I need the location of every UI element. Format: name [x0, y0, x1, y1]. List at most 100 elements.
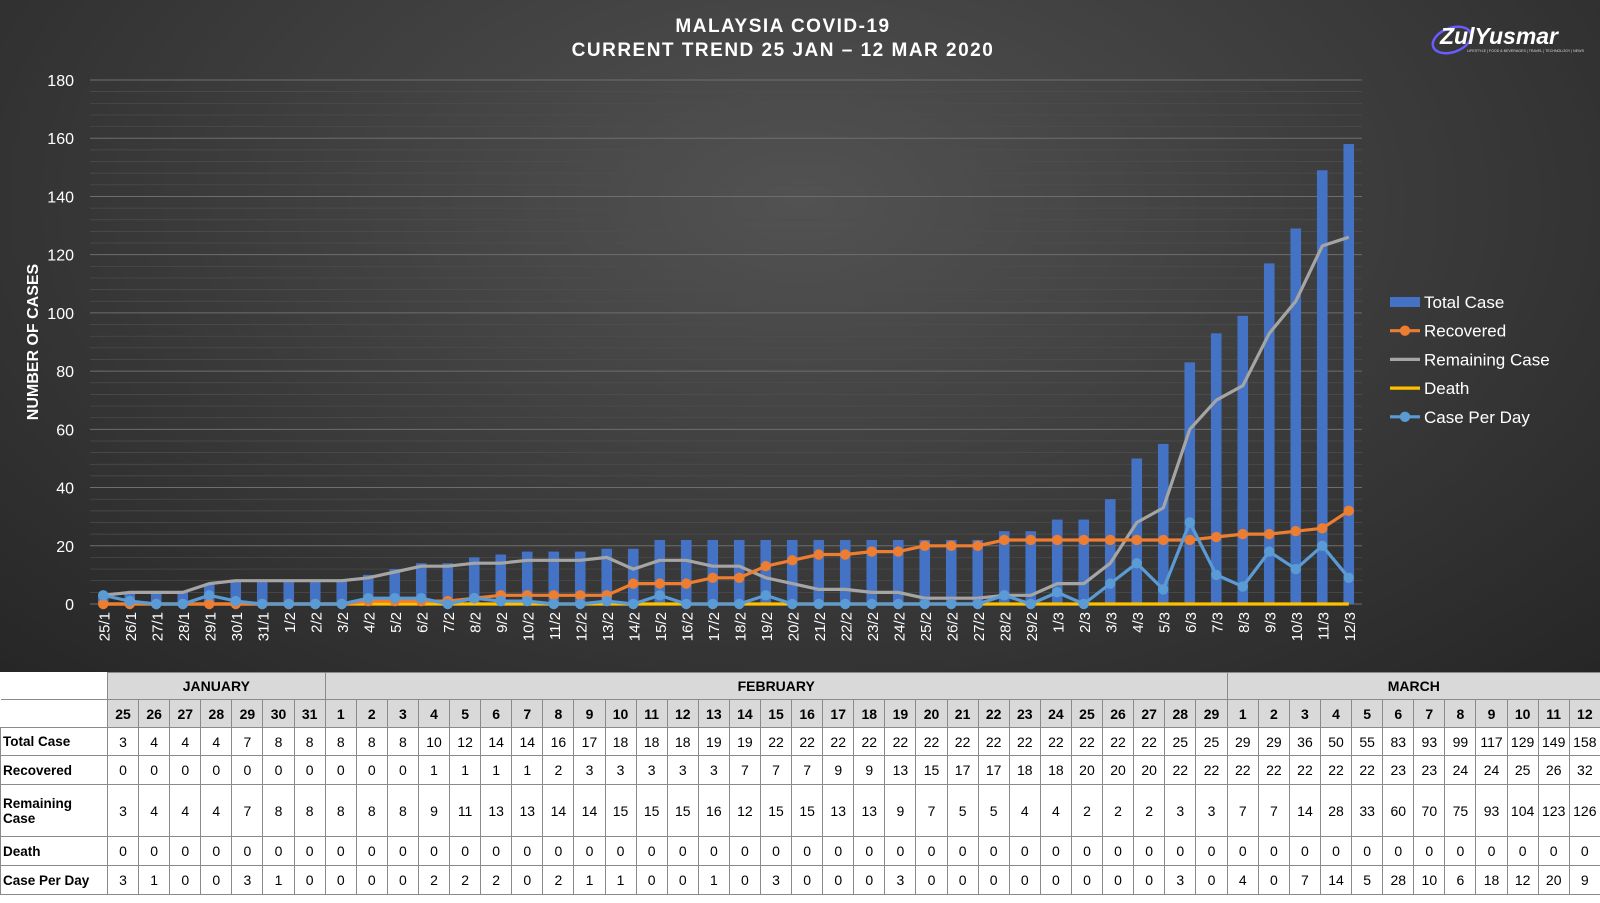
table-cell: 0: [822, 836, 855, 866]
data-point: [734, 572, 745, 583]
table-cell: 2: [542, 865, 575, 895]
x-tick-label: 2/2: [308, 612, 325, 633]
day-header: 30: [262, 699, 295, 728]
table-cell: 0: [635, 865, 668, 895]
table-cell: 3: [635, 755, 668, 785]
x-tick-label: 23/2: [865, 612, 882, 641]
table-cell: 2: [417, 865, 451, 895]
table-cell: 0: [728, 836, 761, 866]
table-cell: 0: [169, 836, 202, 866]
table-cell: 5: [1351, 865, 1384, 895]
data-point: [1025, 534, 1036, 546]
table-cell: 1: [511, 755, 544, 785]
table-cell: 19: [697, 727, 730, 756]
data-point: [760, 590, 771, 601]
table-cell: 0: [200, 865, 233, 895]
data-point: [1078, 598, 1089, 610]
x-tick-label: 29/2: [1024, 612, 1041, 641]
table-cell: 0: [853, 865, 886, 895]
table-cell: 25: [1506, 755, 1539, 785]
table-cell: 4: [1008, 784, 1041, 837]
table-cell: 3: [106, 865, 140, 895]
logo-text: ZulYusmar: [1439, 23, 1559, 49]
table-cell: 29: [1226, 727, 1259, 756]
data-point: [707, 572, 718, 583]
table-cell: 4: [200, 727, 233, 756]
table-row: Death 0 0 0 0 0 0 0 0 0 0 0 0 0 0 0 0 0 0 0 0 0 0 0 0 0 0 0 0 0 0 0 0 0 0 0…: [0, 836, 1600, 866]
x-tick-label: 11/3: [1315, 612, 1332, 640]
day-header: 1: [324, 699, 357, 728]
table-cell: 0: [262, 836, 295, 866]
day-header: 12: [1568, 699, 1600, 728]
table-cell: 1: [449, 755, 482, 785]
legend-label: Case Per Day: [1424, 408, 1530, 427]
data-point: [151, 598, 162, 610]
day-header: 3: [386, 699, 419, 728]
data-point: [204, 598, 215, 610]
chart-title-line2: CURRENT TREND 25 JAN – 12 MAR 2020: [572, 40, 995, 61]
table-cell: 0: [1102, 865, 1135, 895]
table-cell: 3: [106, 727, 140, 756]
table-cell: 0: [977, 836, 1010, 866]
day-header: 4: [417, 699, 451, 728]
table-cell: 25: [1195, 727, 1228, 756]
table-cell: 126: [1568, 784, 1600, 837]
data-point: [257, 598, 268, 610]
bar: [309, 580, 321, 604]
table-cell: 29: [1257, 727, 1290, 756]
data-point: [866, 546, 877, 557]
day-header: 15: [759, 699, 793, 728]
table-cell: 0: [822, 865, 855, 895]
table-cell: 5: [946, 784, 979, 837]
data-point: [1237, 581, 1248, 592]
table-cell: 22: [853, 727, 886, 756]
table-cell: 22: [915, 727, 948, 756]
table-cell: 0: [573, 836, 606, 866]
table-cell: 0: [324, 865, 357, 895]
x-tick-label: 25/1: [96, 612, 113, 641]
table-cell: 0: [293, 755, 326, 785]
day-header: 6: [1382, 699, 1415, 728]
month-header: FEBRUARY: [324, 672, 1228, 700]
table-cell: 14: [1288, 784, 1322, 837]
table-cell: 13: [511, 784, 544, 837]
table-cell: 22: [1008, 727, 1041, 756]
y-tick-label: 20: [56, 539, 74, 556]
bar: [177, 592, 189, 604]
table-cell: 3: [1164, 784, 1197, 837]
table-cell: 0: [324, 755, 357, 785]
day-header-row: 25 26 27 28 29 30 31 1 2 3 4 5 6 7 8 9 10 11 12 13 14 15 16 17 1…: [0, 699, 1600, 728]
table-cell: 0: [200, 836, 233, 866]
x-tick-label: 8/3: [1236, 612, 1253, 633]
bar: [1210, 333, 1222, 604]
x-tick-label: 22/2: [838, 612, 855, 641]
day-header: 5: [1351, 699, 1384, 728]
table-cell: 0: [449, 836, 482, 866]
table-cell: 0: [1008, 865, 1041, 895]
table-cell: 22: [884, 727, 917, 756]
bar: [1078, 519, 1090, 604]
y-tick-labels: 0 20 40 60 80 100 120 140 160 180: [47, 73, 74, 614]
data-point: [98, 590, 109, 601]
bar: [919, 539, 931, 604]
data-point: [442, 598, 453, 610]
table-cell: 1: [138, 865, 171, 895]
day-header: 22: [977, 699, 1010, 728]
day-header: 13: [697, 699, 730, 728]
x-tick-label: 29/1: [202, 612, 219, 641]
table-cell: 22: [822, 727, 855, 756]
table-cell: 3: [1164, 865, 1197, 895]
table-cell: 0: [1413, 836, 1446, 866]
table-cell: 1: [604, 865, 637, 895]
data-point: [1184, 517, 1195, 528]
y-tick-label: 60: [56, 422, 74, 439]
table-cell: 8: [355, 784, 388, 837]
row-label: Recovered: [0, 755, 108, 785]
table-cell: 0: [915, 836, 948, 866]
table-cell: 0: [355, 836, 388, 866]
table-cell: 3: [759, 865, 793, 895]
data-point: [1317, 540, 1328, 551]
y-tick-label: 180: [47, 73, 74, 90]
day-header: 20: [915, 699, 948, 728]
x-tick-label: 4/2: [361, 612, 378, 633]
